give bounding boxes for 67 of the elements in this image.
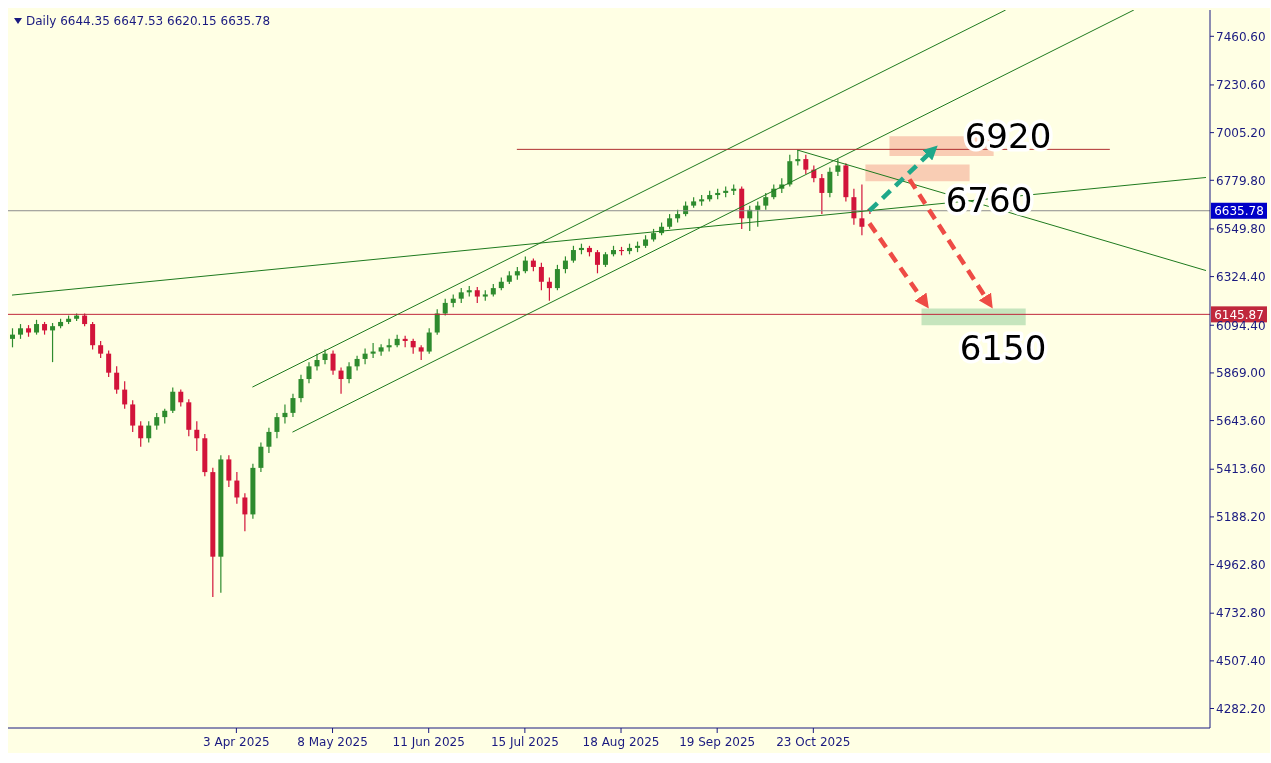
candlestick	[803, 154, 809, 175]
y-tick-label: 5188.20	[1216, 510, 1266, 525]
candlestick	[755, 200, 761, 228]
candlestick	[114, 365, 120, 395]
candlestick	[130, 399, 136, 433]
candlestick	[338, 366, 344, 395]
candlestick	[426, 327, 432, 355]
x-tick-label: 23 Oct 2025	[776, 735, 851, 749]
y-tick-label: 7460.60	[1216, 29, 1266, 44]
x-tick-label: 8 May 2025	[297, 735, 368, 749]
candlestick	[594, 249, 600, 274]
y-tick-label: 6324.40	[1216, 269, 1266, 284]
candlestick	[146, 420, 152, 444]
y-tick-label: 7005.20	[1216, 125, 1266, 140]
candlestick	[346, 361, 352, 384]
y-tick-label: 5869.00	[1216, 366, 1266, 381]
candlestick	[306, 361, 312, 384]
candlestick	[274, 412, 280, 439]
candlestick	[298, 374, 304, 403]
y-tick-label: 4962.80	[1216, 557, 1266, 572]
candlestick	[554, 264, 560, 291]
candlestick	[362, 347, 368, 365]
annotation: 6920	[964, 116, 1052, 156]
candlestick	[827, 166, 833, 198]
x-tick-label: 15 Jul 2025	[490, 735, 559, 749]
candlestick	[90, 321, 96, 351]
candlestick	[282, 403, 288, 425]
y-tick-label: 5413.60	[1216, 462, 1266, 477]
x-tick-label: 18 Aug 2025	[582, 735, 660, 749]
candlestick	[122, 380, 128, 410]
x-tick-label: 19 Sep 2025	[679, 735, 756, 749]
candlestick	[787, 154, 793, 188]
ref-line-label: 6145.87	[1214, 307, 1264, 322]
candlestick	[819, 173, 825, 215]
candlestick	[194, 420, 200, 452]
candlestick	[258, 441, 264, 473]
y-tick-label: 6549.80	[1216, 222, 1266, 237]
candlestick	[546, 276, 552, 302]
ref-line-label: 6635.78	[1214, 204, 1264, 219]
candlestick	[242, 492, 248, 532]
y-tick-label: 4507.40	[1216, 654, 1266, 669]
candlestick	[138, 420, 144, 448]
candlestick	[314, 353, 320, 372]
candlestick	[434, 308, 440, 336]
candlestick	[10, 327, 15, 348]
candlestick	[386, 338, 392, 353]
y-tick-label: 7230.60	[1216, 78, 1266, 93]
candlestick	[234, 471, 240, 505]
candlestick	[266, 427, 272, 454]
y-tick-label: 5643.60	[1216, 413, 1266, 428]
y-tick-label: 6779.80	[1216, 173, 1266, 188]
candlestick	[538, 262, 544, 291]
chart-title: Daily 6644.35 6647.53 6620.15 6635.78	[26, 14, 271, 28]
candlestick	[330, 349, 336, 376]
x-tick-label: 3 Apr 2025	[203, 735, 270, 749]
x-tick-label: 11 Jun 2025	[392, 735, 465, 749]
annotation: 6150	[959, 328, 1047, 368]
y-tick-label: 4282.20	[1216, 701, 1266, 716]
candlestick	[290, 393, 296, 418]
candlestick	[226, 454, 232, 488]
candlestick	[50, 322, 56, 363]
candlestick	[170, 386, 176, 414]
candlestick	[370, 342, 376, 359]
y-tick-label: 4732.80	[1216, 606, 1266, 621]
candlestick	[106, 349, 112, 378]
candlestick	[378, 343, 384, 357]
candlestick	[859, 183, 865, 236]
